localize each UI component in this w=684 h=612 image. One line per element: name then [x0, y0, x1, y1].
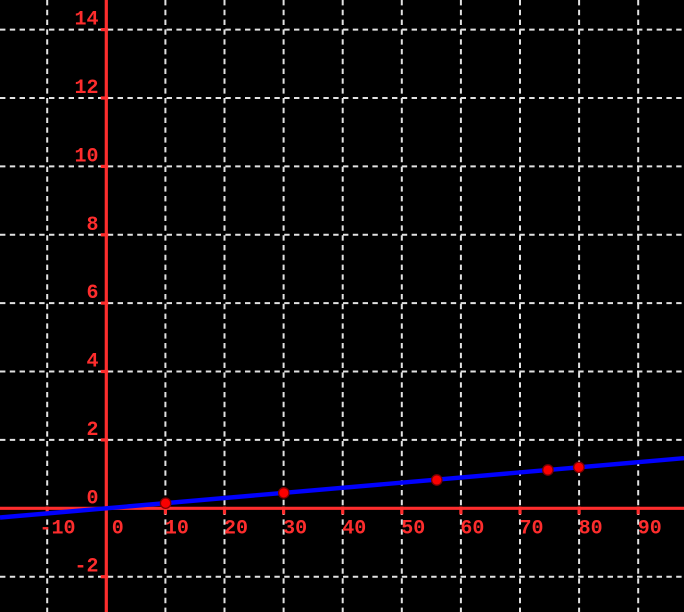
svg-text:12: 12 — [74, 77, 98, 100]
svg-text:10: 10 — [74, 145, 98, 168]
svg-text:2: 2 — [86, 419, 98, 442]
svg-text:14: 14 — [74, 9, 98, 32]
svg-text:80: 80 — [579, 517, 603, 540]
svg-text:60: 60 — [460, 517, 484, 540]
svg-text:-2: -2 — [74, 556, 98, 579]
svg-text:20: 20 — [224, 517, 248, 540]
svg-text:0: 0 — [112, 517, 124, 540]
svg-text:-10: -10 — [39, 517, 75, 540]
svg-text:90: 90 — [638, 517, 662, 540]
svg-text:4: 4 — [86, 351, 98, 374]
svg-text:50: 50 — [401, 517, 425, 540]
svg-text:40: 40 — [342, 517, 366, 540]
svg-text:6: 6 — [86, 282, 98, 305]
svg-text:70: 70 — [519, 517, 543, 540]
svg-text:30: 30 — [283, 517, 307, 540]
svg-text:0: 0 — [86, 487, 98, 510]
svg-text:10: 10 — [165, 517, 189, 540]
svg-text:8: 8 — [86, 214, 98, 237]
